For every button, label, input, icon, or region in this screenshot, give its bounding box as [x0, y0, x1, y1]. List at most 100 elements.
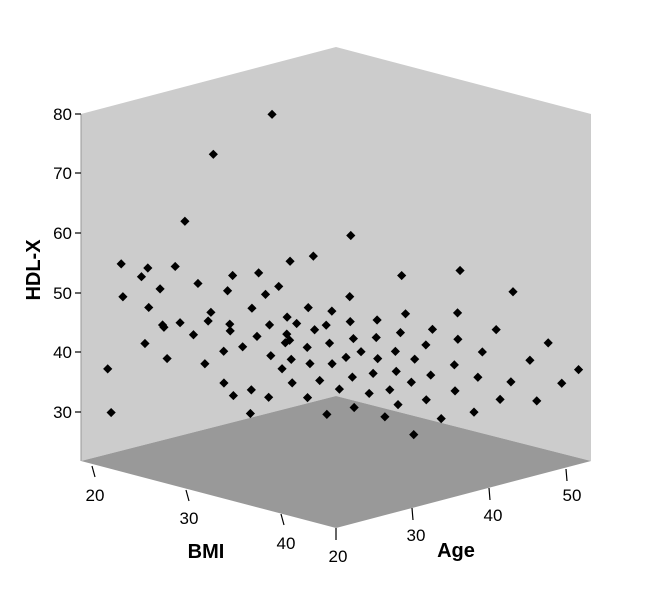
data-point	[345, 317, 355, 327]
z-tick-label: 20	[329, 547, 348, 566]
data-point	[426, 370, 436, 380]
y-axis-title: HDL-X	[23, 239, 45, 301]
right-back-wall	[336, 47, 591, 461]
data-point	[175, 318, 185, 328]
data-point	[334, 384, 344, 394]
data-point	[469, 407, 479, 417]
data-point	[410, 354, 420, 364]
data-point	[170, 261, 180, 272]
data-point	[264, 320, 275, 330]
data-point	[287, 378, 297, 388]
data-point	[206, 307, 216, 317]
data-point	[327, 359, 337, 369]
data-point	[225, 326, 235, 336]
data-point	[285, 335, 295, 345]
data-point	[285, 256, 295, 266]
data-point	[327, 306, 337, 316]
data-point	[219, 378, 229, 388]
data-point	[395, 327, 406, 338]
data-point	[409, 429, 419, 440]
z-tick	[488, 487, 491, 501]
data-point	[525, 355, 535, 365]
data-point	[155, 284, 165, 294]
data-point	[322, 409, 332, 419]
data-point	[193, 278, 203, 289]
data-point	[477, 347, 487, 357]
data-point	[222, 286, 233, 296]
z-tick-label: 50	[563, 486, 582, 505]
data-point	[390, 346, 400, 357]
y-axis: 30 40 50 60 70 80 HDL-X	[23, 105, 81, 422]
data-point	[400, 309, 411, 319]
data-point	[225, 319, 235, 329]
data-point	[208, 149, 218, 159]
data-point	[455, 265, 465, 276]
data-point	[385, 385, 395, 395]
z-tick-label: 30	[407, 526, 426, 545]
data-point	[118, 292, 128, 302]
data-point	[302, 342, 312, 352]
data-point	[309, 325, 320, 335]
left-back-wall	[81, 47, 336, 461]
data-point	[436, 413, 446, 424]
data-point	[246, 385, 256, 395]
x-tick	[185, 489, 190, 502]
data-point	[453, 334, 463, 344]
data-point	[557, 378, 567, 388]
data-point	[421, 395, 431, 405]
data-point	[238, 342, 248, 352]
x-tick-label: 20	[86, 486, 105, 505]
data-point	[140, 338, 150, 349]
data-point	[532, 396, 542, 406]
data-point	[264, 392, 274, 402]
data-point	[292, 318, 302, 329]
data-point	[393, 400, 403, 410]
data-point	[495, 394, 505, 404]
y-tick-label: 50	[53, 284, 72, 303]
data-point	[267, 109, 277, 119]
data-point	[282, 329, 292, 339]
data-point	[116, 259, 126, 269]
data-point	[188, 330, 199, 340]
data-point	[286, 354, 296, 364]
data-point	[341, 352, 351, 362]
data-point	[391, 366, 401, 376]
data-point	[491, 325, 501, 335]
y-tick-label: 80	[53, 105, 72, 124]
data-point	[260, 289, 271, 299]
data-point	[203, 316, 213, 326]
data-point	[247, 303, 257, 313]
data-point	[321, 320, 331, 330]
data-point	[372, 315, 382, 325]
data-point	[180, 216, 190, 226]
x-tick	[280, 513, 285, 526]
data-point	[347, 372, 357, 382]
data-point	[427, 324, 438, 334]
data-point	[305, 359, 315, 369]
data-point	[449, 360, 459, 370]
data-point	[144, 302, 154, 313]
data-point	[277, 364, 287, 374]
z-axis: 20 30 40 50 Age	[329, 468, 582, 566]
data-point	[308, 251, 318, 261]
z-axis-title: Age	[437, 540, 475, 562]
y-tick-label: 60	[53, 224, 72, 243]
y-tick-label: 30	[53, 403, 72, 422]
data-point	[228, 270, 238, 281]
data-point	[315, 375, 325, 386]
data-points	[103, 109, 584, 440]
data-point	[106, 407, 116, 418]
x-tick	[91, 465, 96, 478]
data-point	[450, 386, 460, 396]
data-point	[397, 270, 407, 281]
z-tick	[411, 507, 414, 521]
x-tick-label: 30	[180, 509, 199, 528]
y-tick-label: 40	[53, 343, 72, 362]
data-point	[380, 412, 390, 422]
data-point	[162, 353, 172, 364]
data-point	[282, 312, 292, 322]
data-point	[452, 308, 463, 318]
data-point	[254, 268, 264, 278]
y-tick-label: 70	[53, 164, 72, 183]
